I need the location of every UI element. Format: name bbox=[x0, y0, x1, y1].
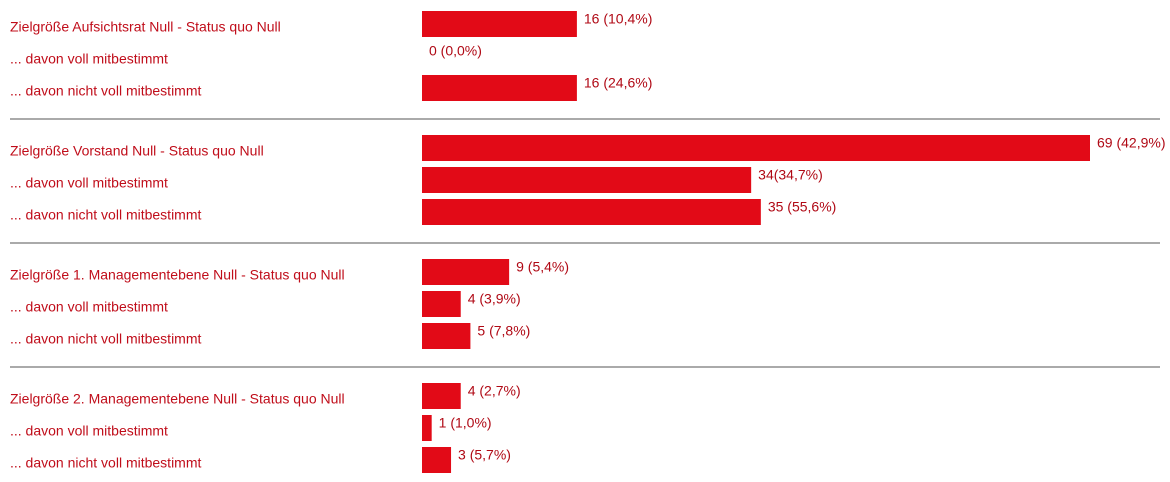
value-label: 4 (2,7%) bbox=[468, 383, 521, 399]
bar bbox=[422, 75, 577, 101]
category-label: ... davon voll mitbestimmt bbox=[10, 423, 168, 439]
category-label: ... davon nicht voll mitbestimmt bbox=[10, 207, 202, 223]
bar bbox=[422, 447, 452, 473]
value-label: 34(34,7%) bbox=[758, 167, 823, 183]
bar bbox=[422, 199, 761, 225]
value-label: 0 (0,0%) bbox=[429, 43, 482, 59]
value-label: 3 (5,7%) bbox=[458, 447, 511, 463]
bar bbox=[422, 259, 510, 285]
bar bbox=[422, 167, 752, 193]
category-label: ... davon nicht voll mitbestimmt bbox=[10, 331, 202, 347]
value-label: 69 (42,9%) bbox=[1097, 135, 1165, 151]
bar bbox=[422, 11, 577, 37]
category-label: Zielgröße 2. Managementebene Null - Stat… bbox=[10, 391, 345, 407]
value-label: 5 (7,8%) bbox=[477, 323, 530, 339]
category-label: Zielgröße Aufsichtsrat Null - Status quo… bbox=[10, 19, 281, 35]
category-label: Zielgröße 1. Managementebene Null - Stat… bbox=[10, 267, 345, 283]
category-label: ... davon voll mitbestimmt bbox=[10, 51, 168, 67]
category-label: ... davon nicht voll mitbestimmt bbox=[10, 455, 202, 471]
category-label: Zielgröße Vorstand Null - Status quo Nul… bbox=[10, 143, 264, 159]
value-label: 9 (5,4%) bbox=[516, 259, 569, 275]
value-label: 16 (24,6%) bbox=[584, 75, 652, 91]
value-label: 1 (1,0%) bbox=[439, 415, 492, 431]
category-label: ... davon voll mitbestimmt bbox=[10, 299, 168, 315]
bar bbox=[422, 383, 461, 409]
value-label: 16 (10,4%) bbox=[584, 11, 652, 27]
value-label: 4 (3,9%) bbox=[468, 291, 521, 307]
bar bbox=[422, 415, 432, 441]
bar bbox=[422, 323, 471, 349]
category-label: ... davon nicht voll mitbestimmt bbox=[10, 83, 202, 99]
bar bbox=[422, 291, 461, 317]
bar bbox=[422, 135, 1090, 161]
value-label: 35 (55,6%) bbox=[768, 199, 836, 215]
category-label: ... davon voll mitbestimmt bbox=[10, 175, 168, 191]
